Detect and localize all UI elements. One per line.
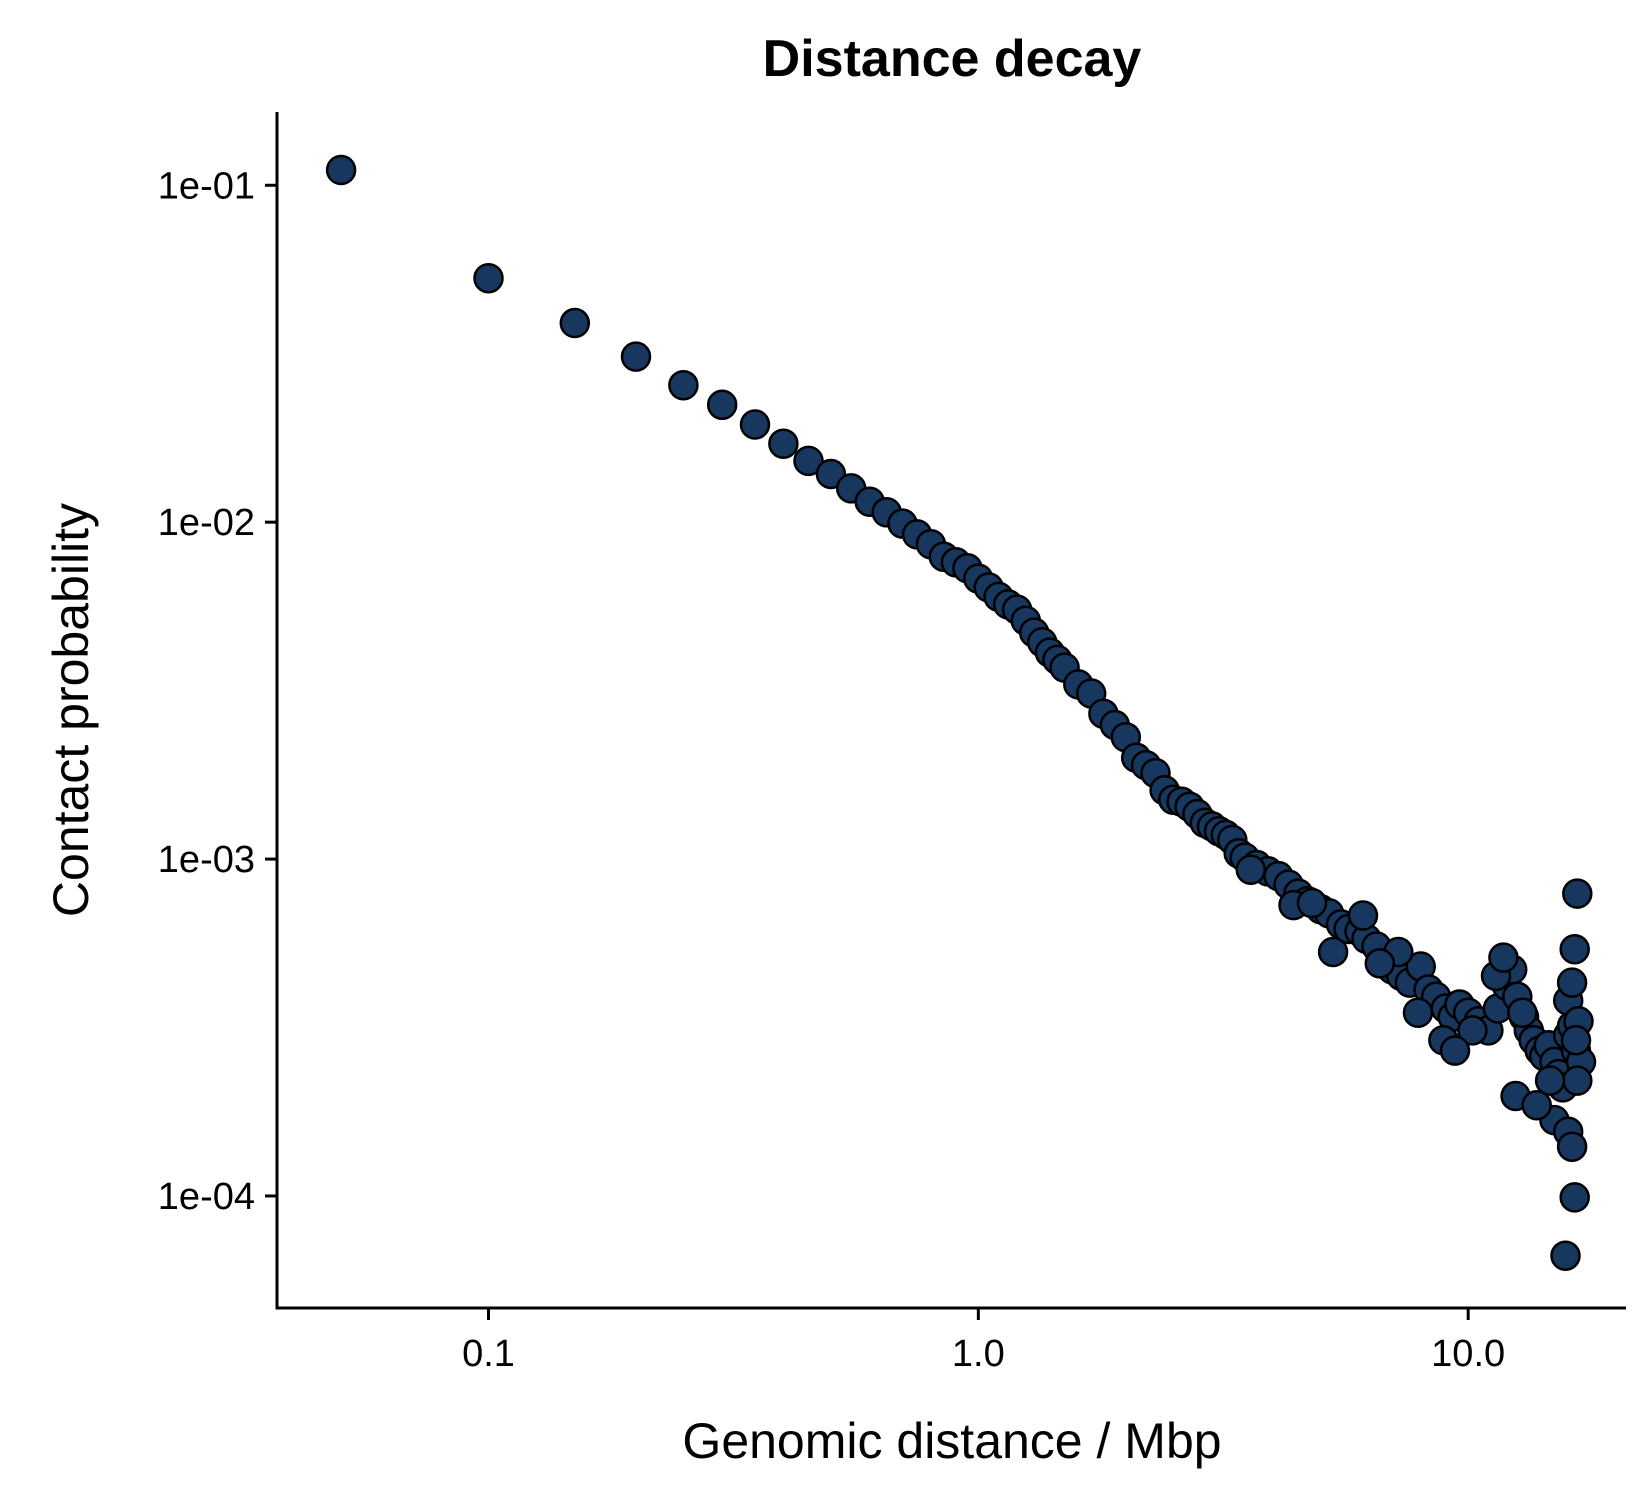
data-point <box>473 262 504 294</box>
data-point <box>793 445 824 477</box>
y-tick-label: 1e-03 <box>158 839 255 881</box>
data-point <box>1296 887 1328 919</box>
data-point <box>1556 967 1588 998</box>
y-tick-label: 1e-02 <box>158 502 255 544</box>
data-point <box>1556 1131 1588 1162</box>
data-point <box>1439 1035 1471 1066</box>
data-point <box>1562 878 1593 909</box>
data-point <box>1550 1240 1581 1271</box>
data-point <box>1534 1065 1566 1096</box>
data-point <box>668 369 699 401</box>
x-tick-label: 0.1 <box>462 1333 515 1375</box>
data-point <box>1559 933 1590 965</box>
data-point <box>739 409 771 440</box>
data-point <box>1402 997 1434 1028</box>
chart-title: Distance decay <box>763 30 1142 88</box>
x-axis-ticks: 0.1 1.0 10.0 <box>462 1308 1505 1375</box>
data-point <box>1488 942 1519 973</box>
y-axis-ticks: 1e-01 1e-02 1e-03 1e-04 <box>158 165 277 1218</box>
data-point <box>1457 1015 1488 1046</box>
data-point <box>1317 936 1349 968</box>
y-axis-title: Contact probability <box>43 503 99 917</box>
data-point <box>1347 900 1379 931</box>
x-tick-label: 10.0 <box>1431 1333 1505 1375</box>
data-point <box>559 307 591 339</box>
points-layer <box>325 154 1597 1271</box>
data-point <box>1521 1089 1552 1121</box>
x-tick-label: 1.0 <box>952 1333 1005 1375</box>
data-point <box>1507 997 1538 1028</box>
data-point <box>706 389 738 421</box>
data-point <box>1364 948 1396 979</box>
data-point <box>1559 1182 1590 1213</box>
x-axis-title: Genomic distance / Mbp <box>682 1413 1221 1469</box>
y-tick-label: 1e-04 <box>158 1176 255 1218</box>
y-tick-label: 1e-01 <box>158 165 255 207</box>
data-point <box>325 154 357 186</box>
data-point <box>768 428 799 459</box>
data-point <box>1560 1024 1592 1056</box>
data-point <box>1235 854 1267 885</box>
data-point <box>620 341 652 372</box>
data-point <box>1562 1065 1593 1096</box>
